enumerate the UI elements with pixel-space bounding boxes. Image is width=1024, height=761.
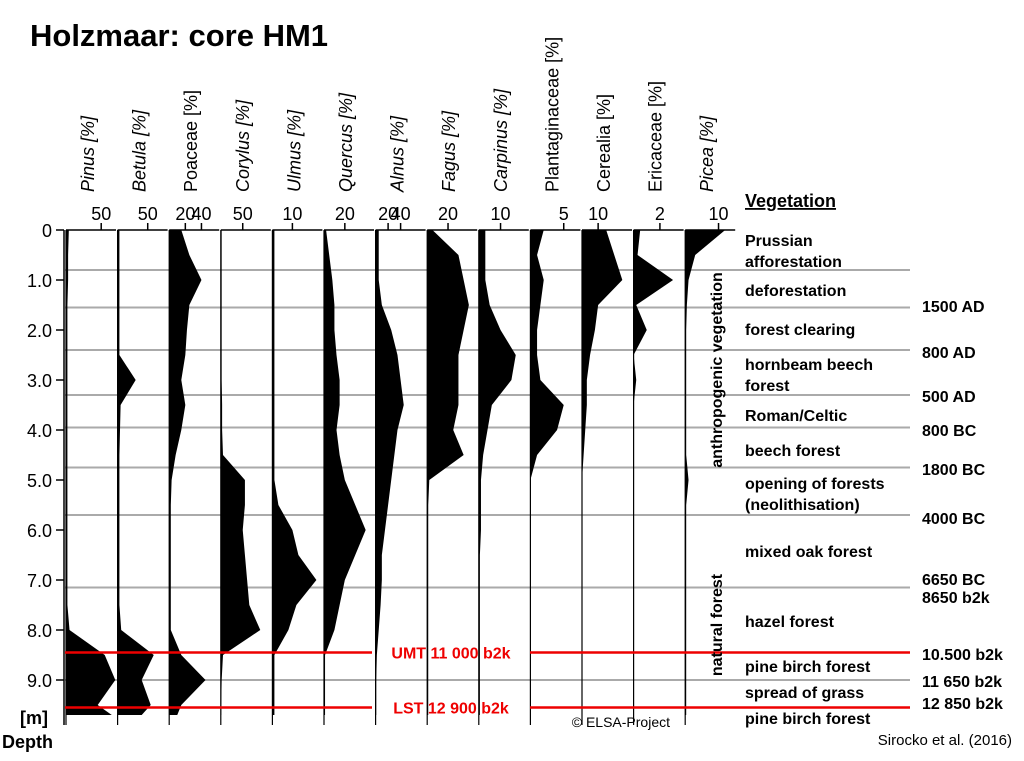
zone-label: forest xyxy=(745,378,790,395)
chart-title: Holzmaar: core HM1 xyxy=(30,18,328,53)
taxon-label: Alnus [%] xyxy=(388,115,408,193)
taxon-label: Plantaginaceae [%] xyxy=(542,37,562,192)
pollen-area xyxy=(169,230,206,715)
x-tick-label: 50 xyxy=(91,204,111,224)
y-tick-label: 7.0 xyxy=(27,571,52,591)
phase-label: anthropogenic vegetation xyxy=(709,272,726,468)
x-tick-label: 20 xyxy=(335,204,355,224)
zone-label: beech forest xyxy=(745,443,841,460)
y-tick-label: 6.0 xyxy=(27,521,52,541)
phase-label: natural forest xyxy=(709,573,726,676)
y-unit: [m] xyxy=(20,708,48,728)
taxon-label: Carpinus [%] xyxy=(491,88,511,192)
y-label: Depth xyxy=(2,732,53,752)
age-label: 800 AD xyxy=(922,345,976,362)
zone-label: Prussian xyxy=(745,233,813,250)
pollen-area xyxy=(324,230,366,715)
tephra-label: LST 12 900 b2k xyxy=(393,701,509,718)
tephra-label: UMT 11 000 b2k xyxy=(391,646,510,663)
age-label: 800 BC xyxy=(922,423,977,440)
age-label: 1800 BC xyxy=(922,462,986,479)
x-tick-label: 10 xyxy=(491,204,511,224)
age-label: 500 AD xyxy=(922,389,976,406)
taxon-label: Ericaceae [%] xyxy=(646,81,666,192)
pollen-area xyxy=(530,230,564,715)
x-tick-label: 20 xyxy=(378,204,398,224)
zone-label: pine birch forest xyxy=(745,659,871,676)
y-tick-label: 8.0 xyxy=(27,621,52,641)
x-tick-label: 20 xyxy=(175,204,195,224)
zone-label: mixed oak forest xyxy=(745,544,873,561)
taxon-label: Ulmus [%] xyxy=(284,109,304,192)
pollen-area xyxy=(478,230,516,715)
taxon-label: Quercus [%] xyxy=(336,92,356,192)
y-tick-label: 0 xyxy=(42,221,52,241)
zone-label: pine birch forest xyxy=(745,711,871,728)
pollen-area xyxy=(220,230,261,715)
credit: Sirocko et al. (2016) xyxy=(878,732,1012,749)
pollen-area xyxy=(272,230,317,715)
zone-label: hornbeam beech xyxy=(745,357,873,374)
taxon-label: Pinus [%] xyxy=(78,115,98,192)
y-tick-label: 2.0 xyxy=(27,321,52,341)
x-tick-label: 10 xyxy=(709,204,729,224)
x-tick-label: 40 xyxy=(391,204,411,224)
taxon-label: Cerealia [%] xyxy=(594,94,614,192)
x-tick-label: 40 xyxy=(191,204,211,224)
x-tick-label: 2 xyxy=(655,204,665,224)
x-tick-label: 10 xyxy=(588,204,608,224)
x-tick-label: 20 xyxy=(438,204,458,224)
zone-label: Roman/Celtic xyxy=(745,408,847,425)
taxon-label: Fagus [%] xyxy=(439,110,459,192)
y-tick-label: 5.0 xyxy=(27,471,52,491)
zone-label: opening of forests xyxy=(745,476,885,493)
taxon-label: Picea [%] xyxy=(697,115,717,192)
pollen-area xyxy=(66,230,116,715)
age-label: 11 650 b2k xyxy=(922,674,1002,691)
pollen-area xyxy=(117,230,154,715)
x-tick-label: 50 xyxy=(138,204,158,224)
age-label: 10.500 b2k xyxy=(922,647,1003,664)
taxon-label: Corylus [%] xyxy=(233,99,253,192)
x-tick-label: 50 xyxy=(233,204,253,224)
zone-label: afforestation xyxy=(745,254,842,271)
age-label: 8650 b2k xyxy=(922,590,990,607)
zone-label: (neolithisation) xyxy=(745,497,860,514)
y-tick-label: 3.0 xyxy=(27,371,52,391)
y-tick-label: 1.0 xyxy=(27,271,52,291)
age-label: 12 850 b2k xyxy=(922,696,1003,713)
pollen-area xyxy=(633,230,674,715)
x-tick-label: 5 xyxy=(559,204,569,224)
age-label: 4000 BC xyxy=(922,511,986,528)
zone-label: forest clearing xyxy=(745,322,855,339)
pollen-area xyxy=(582,230,623,715)
y-tick-label: 4.0 xyxy=(27,421,52,441)
y-tick-label: 9.0 xyxy=(27,671,52,691)
x-tick-label: 10 xyxy=(282,204,302,224)
zone-label: hazel forest xyxy=(745,614,835,631)
taxon-label: Poaceae [%] xyxy=(181,90,201,192)
taxon-label: Betula [%] xyxy=(130,109,150,192)
zone-label: spread of grass xyxy=(745,685,864,702)
vegetation-title: Vegetation xyxy=(745,191,836,211)
age-label: 1500 AD xyxy=(922,299,985,316)
copyright: © ELSA-Project xyxy=(572,714,670,730)
pollen-area xyxy=(427,230,469,715)
age-label: 6650 BC xyxy=(922,572,986,589)
zone-label: deforestation xyxy=(745,283,846,300)
pollen-area xyxy=(375,230,404,715)
